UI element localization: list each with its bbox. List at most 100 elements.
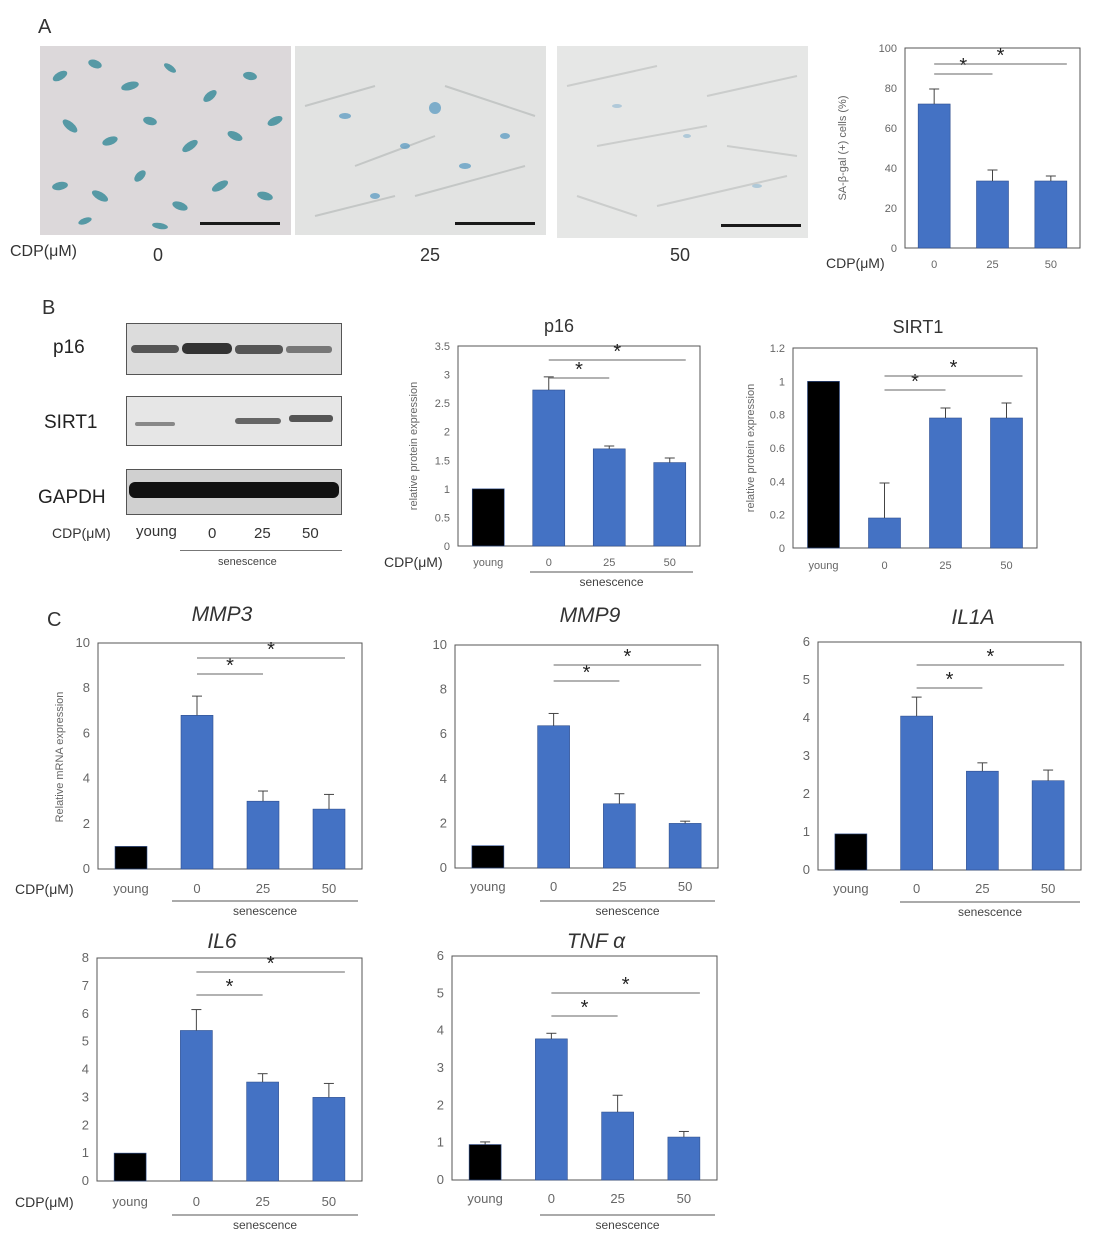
sagal-xlabel: CDP(μM) [826, 255, 885, 271]
mmp9-bar-3 [668, 823, 702, 869]
p16-ytick: 1 [444, 484, 450, 496]
p16-bar-2 [592, 448, 626, 547]
mmp3-xtick-1: 0 [193, 881, 200, 896]
mmp9-group-label: senescence [595, 904, 659, 918]
il6-xlabel: CDP(μM) [15, 1194, 74, 1210]
mmp9-bar-1 [537, 725, 570, 869]
il1a-xtick-3: 50 [1041, 881, 1055, 896]
sagal-ylabel: SA-β-gal (+) cells (%) [837, 95, 849, 200]
mmp9-xtick-3: 50 [678, 879, 692, 894]
p16-sig-star-0: * [575, 359, 583, 381]
il6-ytick: 6 [82, 1006, 89, 1021]
sirt1-title: SIRT1 [893, 317, 944, 337]
il1a-xtick-0: young [833, 881, 868, 896]
western-blot-p16 [126, 323, 342, 375]
il1a-ytick: 2 [803, 786, 810, 801]
sirt1-bar-3 [990, 417, 1023, 549]
conc-label-50: 50 [670, 245, 691, 265]
p16-ytick: 3.5 [435, 341, 450, 353]
il6-bar-3 [312, 1097, 346, 1182]
senescence-label-wb: senescence [218, 556, 277, 568]
tnfa-bar-1 [535, 1038, 568, 1181]
il1a-xtick-1: 0 [913, 881, 920, 896]
sagal-xtick-0: 0 [931, 259, 937, 271]
sirt1-xtick-1: 0 [881, 560, 887, 572]
tnfa-title: TNF α [567, 930, 626, 953]
il6-ytick: 2 [82, 1117, 89, 1132]
sirt1-ytick: 0 [779, 543, 785, 555]
tnfa-group-label: senescence [595, 1218, 659, 1232]
mmp3-group-label: senescence [233, 904, 297, 918]
p16-bar-0 [471, 488, 505, 547]
micrograph-cdp-0 [40, 46, 291, 235]
panel-label-c: C [47, 609, 62, 631]
sirt1-sig-star-1: * [950, 357, 958, 379]
tnfa-ytick: 6 [437, 948, 444, 963]
p16-xtick-0: young [473, 557, 503, 569]
p16-xlabel: CDP(μM) [384, 554, 443, 570]
conc-label-0: 0 [153, 245, 164, 265]
mmp9-xtick-0: young [470, 879, 505, 894]
p16-sig-star-1: * [613, 341, 621, 363]
il6-xtick-2: 25 [255, 1194, 269, 1209]
p16-xtick-3: 50 [664, 557, 676, 569]
il1a-bar-3 [1031, 780, 1065, 871]
mmp3-sig-star-0: * [226, 655, 234, 677]
il1a-ytick: 3 [803, 748, 810, 763]
il6-sig-star-1: * [267, 953, 275, 975]
blot-label-sirt1: SIRT1 [44, 412, 98, 433]
il6-ytick: 5 [82, 1034, 89, 1049]
il6-xtick-0: young [112, 1194, 147, 1209]
mmp9-xtick-1: 0 [550, 879, 557, 894]
mmp9-bar-2 [603, 803, 636, 869]
mmp3-bar-2 [246, 800, 280, 870]
sirt1-ytick: 1 [779, 376, 785, 388]
mmp3-ytick: 2 [83, 816, 90, 831]
mmp3-sig-star-1: * [267, 639, 275, 661]
mmp9-ytick: 6 [440, 726, 447, 741]
tnfa-xtick-2: 25 [610, 1191, 624, 1206]
micrograph-cdp-25 [295, 46, 546, 235]
il6-ytick: 7 [82, 978, 89, 993]
sirt1-ytick: 1.2 [770, 343, 785, 355]
scale-bar [721, 224, 801, 227]
il6-title: IL6 [207, 930, 237, 953]
il6-ytick: 8 [82, 950, 89, 965]
cdp-label-b: CDP(μM) [52, 525, 111, 541]
il1a-ytick: 4 [803, 710, 810, 725]
mmp9-ytick: 8 [440, 682, 447, 697]
il1a-bar-1 [900, 715, 933, 871]
sagal-ytick: 20 [885, 203, 897, 215]
cdp-label-a: CDP(μM) [10, 243, 77, 260]
mmp3-ytick: 0 [83, 861, 90, 876]
mmp3-ylabel: Relative mRNA expression [54, 692, 66, 823]
il1a-title: IL1A [951, 606, 994, 629]
sirt1-bar-2 [929, 417, 962, 549]
il1a-sig-star-0: * [946, 669, 954, 691]
mmp3-plot-frame [97, 642, 363, 870]
mmp9-plot-frame [454, 644, 719, 869]
sagal-ytick: 60 [885, 123, 897, 135]
il6-bar-0 [113, 1152, 147, 1182]
il6-plot-frame [96, 957, 363, 1182]
stained-cells-moderate [295, 46, 546, 235]
sirt1-sig-star-0: * [911, 371, 919, 393]
panel-label-b: B [42, 297, 56, 319]
mmp9-bar-0 [471, 845, 505, 869]
stained-cells-sparse [557, 46, 808, 238]
mmp9-sig-star-0: * [583, 662, 591, 684]
sirt1-ytick: 0.6 [770, 443, 785, 455]
il1a-group-label: senescence [958, 905, 1022, 919]
mmp3-ytick: 4 [83, 771, 90, 786]
mmp3-ytick: 8 [83, 680, 90, 695]
p16-bar-1 [532, 389, 566, 547]
sirt1-ylabel: relative protein expression [745, 384, 757, 512]
tnfa-ytick: 1 [437, 1135, 444, 1150]
p16-group-label: senescence [579, 575, 643, 589]
western-blot-gapdh [126, 469, 342, 515]
sirt1-bar-1 [868, 517, 901, 549]
il6-xtick-3: 50 [322, 1194, 336, 1209]
tnfa-xtick-3: 50 [677, 1191, 691, 1206]
il6-group-label: senescence [233, 1218, 297, 1232]
sirt1-ytick: 0.2 [770, 510, 785, 522]
